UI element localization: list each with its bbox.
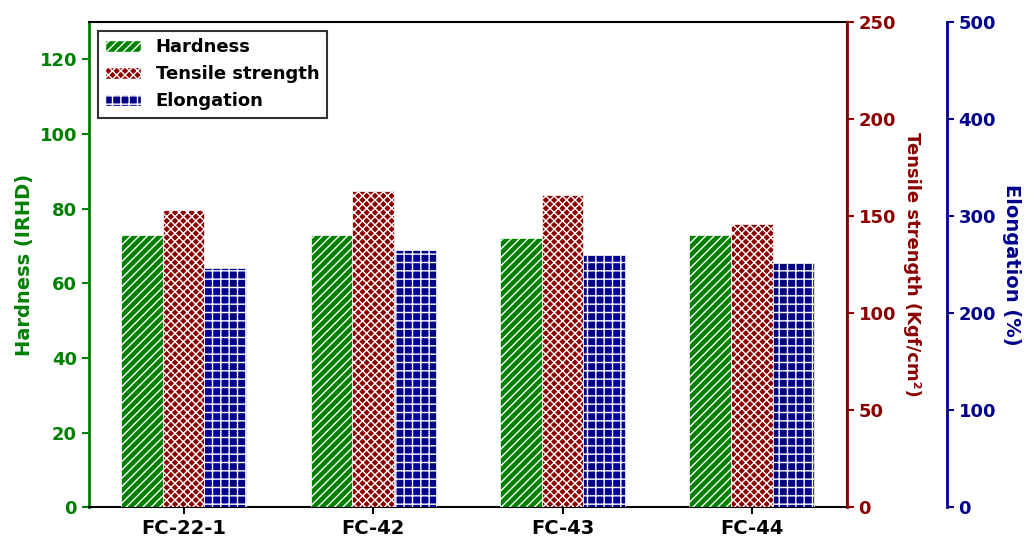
Bar — [583, 255, 625, 507]
Bar — [731, 224, 773, 507]
Y-axis label: Elongation (%): Elongation (%) — [1002, 184, 1021, 346]
Y-axis label: Hardness (IRHD): Hardness (IRHD) — [15, 174, 34, 356]
Y-axis label: Tensile strength (Kgf/cm²): Tensile strength (Kgf/cm²) — [903, 132, 921, 397]
Bar — [352, 191, 394, 507]
Bar — [500, 238, 542, 507]
Bar — [163, 210, 204, 507]
Bar — [773, 263, 814, 507]
Bar — [121, 234, 163, 507]
Bar — [689, 234, 731, 507]
Bar — [542, 195, 583, 507]
Bar — [311, 234, 352, 507]
Bar — [394, 250, 435, 507]
Legend: Hardness, Tensile strength, Elongation: Hardness, Tensile strength, Elongation — [97, 31, 326, 118]
Bar — [204, 268, 247, 507]
